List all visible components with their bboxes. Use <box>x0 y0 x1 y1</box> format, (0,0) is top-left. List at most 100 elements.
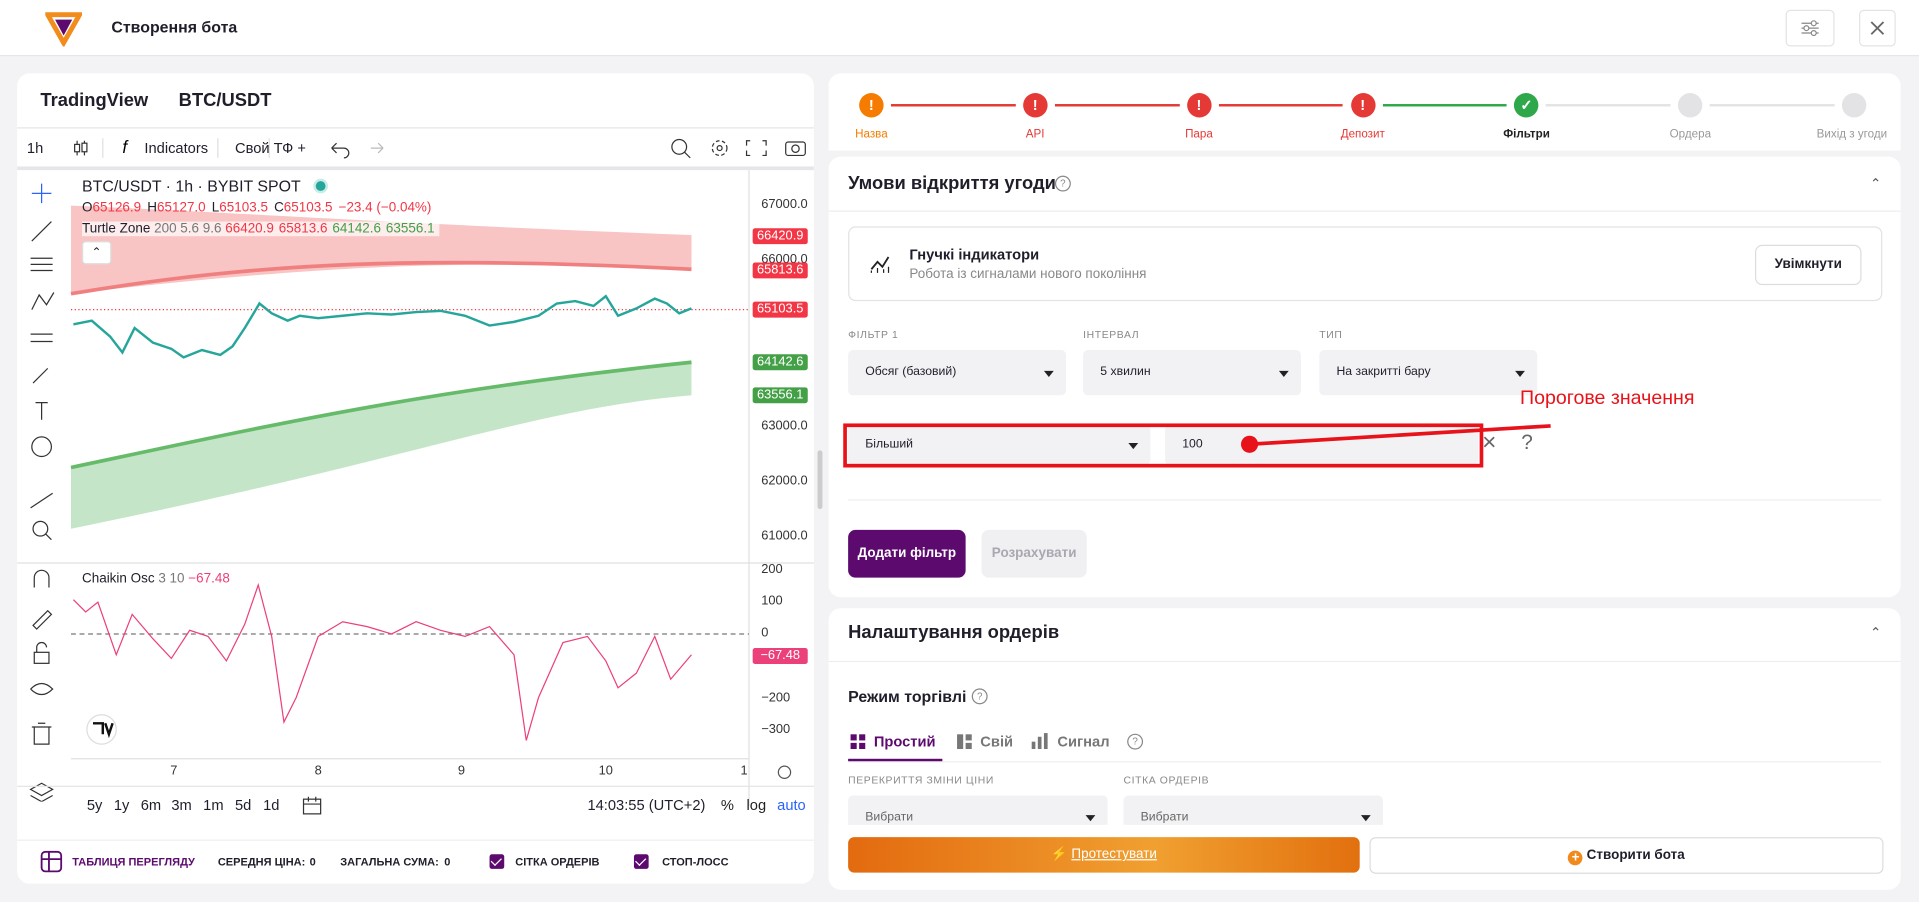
collapse-legend[interactable]: ⌃ <box>81 241 112 265</box>
feature-title: Гнучкі індикатори <box>909 245 1040 264</box>
range-button[interactable]: 5y <box>86 796 103 814</box>
divider <box>828 660 1901 663</box>
filter-select[interactable]: Обсяг (базовий) <box>848 350 1066 396</box>
settings-button[interactable] <box>1785 9 1835 47</box>
field-value: Вибрати <box>1140 810 1189 825</box>
step-connector <box>1546 104 1671 107</box>
range-button[interactable]: 1y <box>113 796 130 814</box>
scale-option[interactable]: % <box>720 796 734 814</box>
step-circle[interactable]: ! <box>1186 93 1212 118</box>
remove-filter[interactable]: × <box>1482 428 1497 456</box>
filter-help[interactable]: ? <box>1521 430 1533 455</box>
close-button[interactable] <box>1859 9 1896 47</box>
ohlc: O65126.9 H65127.0 L65103.5 C65103.5 −23.4 (−… <box>82 201 431 216</box>
enable-button[interactable]: Увімкнути <box>1755 244 1862 286</box>
add-filter-button[interactable]: Додати фільтр <box>848 529 966 578</box>
help-icon[interactable]: ? <box>971 688 988 705</box>
stop-label: СТОП-ЛОСС <box>662 855 729 868</box>
step-connector <box>1218 104 1344 107</box>
header-title: Створення бота <box>111 17 238 37</box>
price-label: 67000.0 <box>761 197 808 212</box>
filter-value: На закритті бару <box>1336 365 1431 379</box>
tab-icons <box>850 733 1048 749</box>
osc-badge: −67.48 <box>752 648 808 664</box>
step-circle[interactable]: ✓ <box>1514 93 1539 118</box>
filter-label: ІНТЕРВАЛ <box>1083 327 1140 341</box>
step-connector <box>1054 104 1180 107</box>
range-button[interactable]: 5d <box>234 796 252 814</box>
divider <box>17 839 814 841</box>
grid-checkbox[interactable] <box>489 854 505 869</box>
help-icon[interactable]: ? <box>1127 733 1144 750</box>
tab[interactable]: Сигнал <box>1057 733 1110 751</box>
osc-value: −67.48 <box>188 571 230 587</box>
comparison-value: Більший <box>865 437 914 451</box>
splitter[interactable] <box>817 450 823 510</box>
price-badge: 65813.6 <box>752 262 808 279</box>
indicator-name: Turtle Zone <box>81 221 151 237</box>
tab[interactable]: Свій <box>980 733 1014 751</box>
indicator-value: 66420.9 <box>225 221 274 237</box>
price-series <box>73 294 692 359</box>
ohlc-value: 65126.9 <box>92 200 142 216</box>
filter-label: ФІЛЬТР 1 <box>848 327 899 341</box>
filter-value: Обсяг (базовий) <box>865 365 957 379</box>
avg-value: 0 <box>309 855 316 868</box>
step-circle[interactable]: ! <box>1022 93 1048 118</box>
osc-name: Chaikin Osc <box>81 571 155 587</box>
divider <box>828 210 1901 212</box>
divider <box>848 761 1882 763</box>
scale-option[interactable]: auto <box>777 796 806 814</box>
test-button[interactable]: ⚡ Протестувати <box>848 837 1360 873</box>
indicator-params: 200 5.6 9.6 <box>154 221 222 237</box>
filter-select[interactable]: 5 хвилин <box>1083 350 1301 396</box>
collapse[interactable]: ⌃ <box>1870 176 1882 192</box>
range-button[interactable]: 1d <box>263 796 280 814</box>
create-button[interactable]: + Створити бота <box>1369 837 1884 874</box>
threshold-input[interactable]: 100 <box>1165 424 1479 466</box>
ohlc-value: 65103.5 <box>219 200 268 216</box>
indicator-values: 66420.9 65813.6 64142.6 63556.1 <box>225 222 439 237</box>
ohlc-key: H <box>147 200 157 216</box>
price-label: 62000.0 <box>761 473 808 489</box>
svg-text:f: f <box>122 137 129 157</box>
oscillator-series <box>72 582 692 741</box>
indicators-button[interactable]: Indicators <box>144 139 209 157</box>
field-label: СІТКА ОРДЕРІВ <box>1123 773 1210 786</box>
range-button[interactable]: 6m <box>140 796 162 814</box>
table-icon <box>40 850 63 873</box>
divider <box>17 785 814 787</box>
chart-canvas <box>17 170 814 807</box>
calc-button[interactable]: Розрахувати <box>981 529 1087 578</box>
help-icon[interactable]: ? <box>1054 175 1071 192</box>
custom-tf[interactable]: Свой ТФ + <box>234 139 306 157</box>
comparison-select[interactable]: Більший <box>848 424 1151 466</box>
interval[interactable]: 1h <box>26 139 44 157</box>
stop-checkbox[interactable] <box>633 854 649 869</box>
osc-label: 0 <box>761 625 769 641</box>
table-link[interactable]: ТАБЛИЦЯ ПЕРЕГЛЯДУ <box>72 855 195 868</box>
step-circle[interactable] <box>1678 93 1703 118</box>
feature-subtitle: Робота із сигналами нового покоління <box>909 266 1147 282</box>
step-label: Вихід з угоди <box>1816 127 1888 142</box>
range-button[interactable]: 1m <box>203 796 224 814</box>
step-circle[interactable] <box>1841 93 1867 118</box>
toolbar-icons: f <box>74 137 384 159</box>
collapse[interactable]: ⌃ <box>1870 625 1882 641</box>
price-badge: 63556.1 <box>752 387 808 404</box>
step-label: Фільтри <box>1503 127 1550 142</box>
field-label: ПЕРЕКРИТТЯ ЗМІНИ ЦІНИ <box>848 773 994 786</box>
sum-value: 0 <box>444 855 451 868</box>
header <box>0 0 1919 57</box>
filter-select[interactable]: На закритті бару <box>1319 350 1538 396</box>
step-circle[interactable]: ! <box>859 93 884 118</box>
field-value: Вибрати <box>865 810 914 825</box>
scale-option[interactable]: log <box>746 796 767 814</box>
tab[interactable]: Простий <box>873 733 936 751</box>
step-circle[interactable]: ! <box>1350 93 1375 118</box>
time-label: 8 <box>314 763 322 779</box>
range-button[interactable]: 3m <box>171 796 192 814</box>
annotation-pointer <box>1240 424 1551 453</box>
toolbar-right-icons <box>671 138 806 159</box>
